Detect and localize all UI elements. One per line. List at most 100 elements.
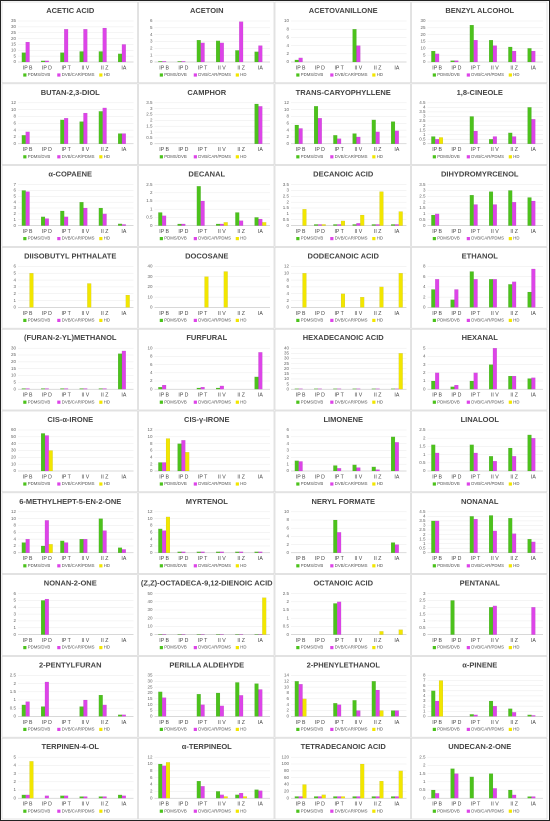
x-tick-label: II V (218, 720, 226, 726)
bar (512, 456, 517, 472)
panel-border (411, 1, 548, 84)
legend-label: DVB/CAR/PDMS (62, 318, 95, 323)
legend-label: PDMS/DVB (437, 481, 460, 486)
bar (162, 765, 167, 799)
y-tick-label: 0 (286, 223, 289, 228)
x-tick-label: II V (218, 474, 226, 480)
x-tick-label: II V (491, 474, 499, 480)
x-tick-label: IP B (296, 65, 306, 71)
y-tick-label: 40 (284, 345, 290, 350)
bar (64, 388, 69, 390)
chart-panel: PENTANAL 0 0.5 1 1.5 22.5 3 IP B IP D IP T II V II … (411, 574, 548, 656)
bar (333, 796, 338, 799)
legend-label: HD (377, 808, 383, 813)
legend-label: PDMS/DVB (164, 808, 187, 813)
bar (435, 372, 440, 390)
bar (44, 520, 49, 553)
legend-swatch (99, 318, 103, 322)
x-tick-label: IA (531, 802, 536, 808)
bar (235, 794, 240, 799)
bar (219, 223, 224, 226)
chart-panel: UNDECAN-2-ONE 0 0.5 1 1.5 2 2.5 IP B IP D IP T II … (411, 737, 548, 820)
x-tick-label: IP B (296, 147, 306, 153)
legend-swatch (99, 809, 103, 813)
bar (196, 694, 201, 717)
y-tick-label: 3 (423, 188, 426, 193)
legend-label: DVB/CAR/PDMS (335, 236, 368, 241)
y-tick-label: 4 (13, 127, 16, 132)
legend-swatch (296, 155, 300, 159)
legend-label: HD (377, 154, 383, 159)
y-tick-label: 5 (13, 754, 16, 759)
bar (371, 796, 376, 799)
y-tick-label: 4 (150, 782, 153, 787)
x-tick-label: IP D (42, 720, 52, 726)
chart-title: DECANOIC ACID (313, 170, 374, 179)
y-tick-label: 4.5 (419, 100, 426, 105)
legend-label: DVB/CAR/PDMS (62, 645, 95, 650)
bar (431, 380, 436, 390)
bar (262, 597, 267, 635)
legend-label: PDMS/DVB (437, 154, 460, 159)
y-tick-label: 12 (284, 678, 290, 683)
legend-swatch (296, 564, 300, 568)
bar (117, 133, 123, 144)
legend-swatch (296, 400, 300, 404)
y-tick-label: 12 (147, 754, 153, 759)
bar (83, 29, 88, 63)
bar (508, 190, 513, 226)
legend-label: HD (513, 481, 519, 486)
bar (489, 700, 494, 717)
y-tick-label: 3 (150, 39, 153, 44)
x-tick-label: IP D (451, 556, 461, 562)
x-tick-label: IA (531, 556, 536, 562)
bar (333, 519, 338, 553)
bar (333, 224, 338, 226)
legend-swatch (372, 646, 376, 650)
x-tick-label: IA (394, 311, 399, 317)
bar (196, 387, 201, 390)
y-tick-label: 1.5 (146, 198, 153, 203)
y-tick-label: 1 (150, 206, 153, 211)
bar (333, 388, 338, 390)
legend-swatch (330, 318, 334, 322)
y-tick-label: 40 (284, 782, 290, 787)
y-tick-label: 3 (286, 448, 289, 453)
legend-label: PDMS/DVB (301, 318, 324, 323)
legend-swatch (508, 237, 512, 241)
legend-swatch (296, 237, 300, 241)
y-tick-label: 0 (150, 386, 153, 391)
bar (254, 683, 259, 717)
x-tick-label: II Z (101, 147, 109, 153)
legend-label: DVB/CAR/PDMS (62, 727, 95, 732)
y-tick-label: 2 (150, 461, 153, 466)
bar (391, 224, 396, 226)
legend-swatch (330, 400, 334, 404)
legend-label: HD (104, 563, 110, 568)
bar (302, 209, 307, 226)
panel-border (138, 737, 275, 820)
bar (431, 520, 436, 553)
x-tick-label: II V (491, 147, 499, 153)
legend-label: DVB/CAR/PDMS (198, 563, 231, 568)
x-tick-label: IA (394, 556, 399, 562)
chart-title: NONAN-2-ONE (44, 579, 97, 588)
bar (317, 224, 322, 226)
x-tick-label: IP T (61, 474, 71, 480)
x-tick-label: II Z (101, 720, 109, 726)
x-tick-label: IA (121, 393, 126, 399)
bar (298, 388, 303, 390)
legend-label: PDMS/DVB (28, 481, 51, 486)
legend-label: DVB/CAR/PDMS (198, 72, 231, 77)
legend-label: PDMS/DVB (164, 481, 187, 486)
legend-label: PDMS/DVB (437, 236, 460, 241)
chart-panel: TERPINEN-4-OL 0 1 2 3 4 5 IP B IP D IP T II V II Z I… (1, 737, 138, 820)
y-tick-label: 0 (286, 795, 289, 800)
y-tick-label: 20 (11, 36, 17, 41)
legend-swatch (159, 482, 163, 486)
bar (258, 218, 263, 226)
x-tick-label: IA (121, 147, 126, 153)
legend-label: DVB/CAR/PDMS (62, 236, 95, 241)
bar (294, 796, 299, 799)
